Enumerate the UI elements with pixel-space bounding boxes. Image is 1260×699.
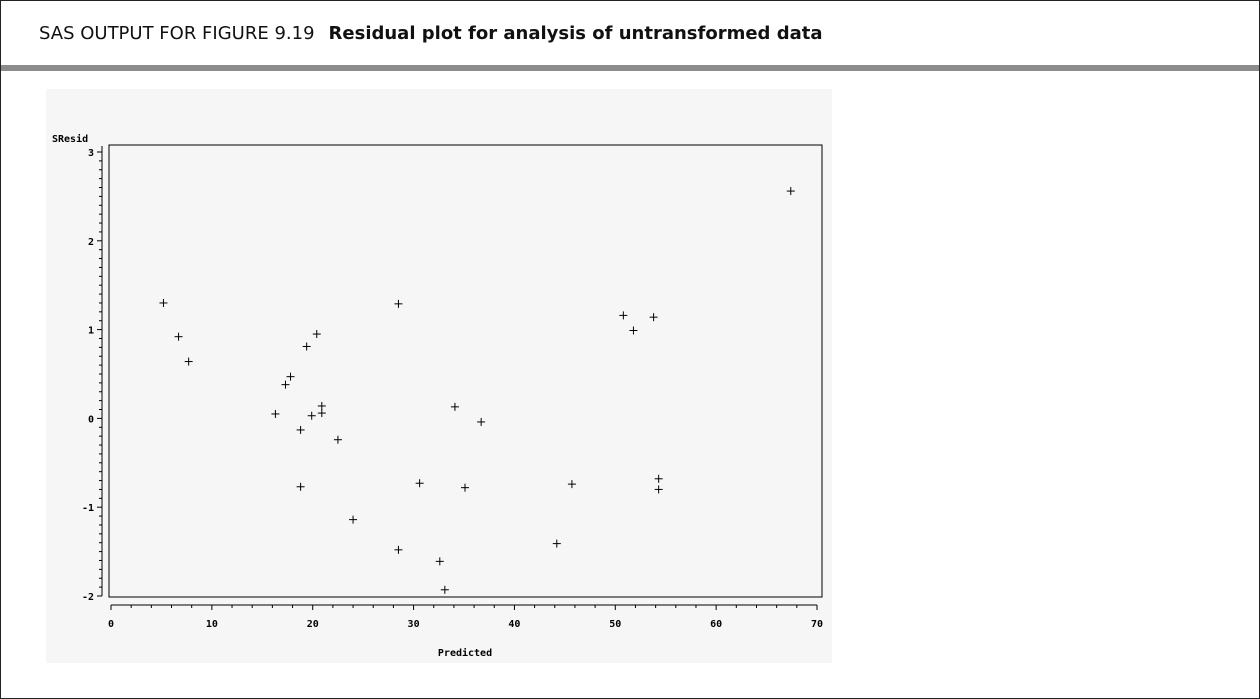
data-point bbox=[286, 372, 295, 381]
header-rule bbox=[1, 65, 1259, 71]
data-point bbox=[394, 545, 403, 554]
figure-title: Residual plot for analysis of untransfor… bbox=[328, 22, 823, 44]
x-tick-label: 30 bbox=[408, 619, 420, 630]
x-tick-label: 60 bbox=[710, 619, 722, 630]
plot-background bbox=[46, 89, 832, 663]
data-point bbox=[619, 311, 628, 320]
data-point bbox=[302, 342, 311, 351]
data-point bbox=[567, 480, 576, 489]
figure-label: SAS OUTPUT FOR FIGURE 9.19 bbox=[39, 22, 315, 44]
y-tick-label: -1 bbox=[82, 503, 94, 514]
data-point bbox=[450, 402, 459, 411]
data-point bbox=[174, 332, 183, 341]
data-point bbox=[281, 380, 290, 389]
data-point bbox=[654, 485, 663, 494]
data-point bbox=[415, 479, 424, 488]
data-point bbox=[349, 515, 358, 524]
data-point bbox=[654, 474, 663, 483]
data-point bbox=[271, 409, 280, 418]
data-point bbox=[317, 401, 326, 410]
figure-header: SAS OUTPUT FOR FIGURE 9.19 Residual plot… bbox=[1, 1, 1259, 65]
data-point bbox=[394, 299, 403, 308]
x-tick-label: 40 bbox=[508, 619, 520, 630]
data-point bbox=[786, 187, 795, 196]
x-tick-label: 10 bbox=[206, 619, 218, 630]
y-tick-label: 1 bbox=[88, 326, 94, 337]
plot-area bbox=[108, 144, 823, 598]
data-point bbox=[307, 411, 316, 420]
y-tick-label: 2 bbox=[88, 237, 94, 248]
data-point bbox=[296, 482, 305, 491]
y-axis: -2 -1 0 1 2 3 bbox=[82, 146, 103, 603]
y-tick-label: 0 bbox=[88, 414, 94, 425]
data-point bbox=[312, 330, 321, 339]
data-point bbox=[296, 425, 305, 434]
data-point bbox=[552, 539, 561, 548]
y-tick-label: 3 bbox=[88, 148, 94, 159]
data-point bbox=[159, 298, 168, 307]
data-point bbox=[461, 483, 470, 492]
y-tick-label: -2 bbox=[82, 592, 94, 603]
x-tick-label: 70 bbox=[811, 619, 823, 630]
x-axis: 0 10 20 30 40 50 60 70 bbox=[108, 604, 823, 630]
x-tick-label: 0 bbox=[108, 619, 114, 630]
x-tick-label: 50 bbox=[609, 619, 621, 630]
data-point bbox=[435, 557, 444, 566]
data-point bbox=[629, 326, 638, 335]
data-point bbox=[440, 585, 449, 594]
data-point bbox=[477, 417, 486, 426]
data-points bbox=[159, 187, 795, 594]
x-axis-label: Predicted bbox=[438, 647, 492, 659]
data-point bbox=[649, 313, 658, 322]
data-point bbox=[333, 435, 342, 444]
data-point bbox=[317, 409, 326, 418]
data-point bbox=[184, 357, 193, 366]
x-tick-label: 20 bbox=[307, 619, 319, 630]
y-axis-label: SResid bbox=[52, 133, 88, 145]
